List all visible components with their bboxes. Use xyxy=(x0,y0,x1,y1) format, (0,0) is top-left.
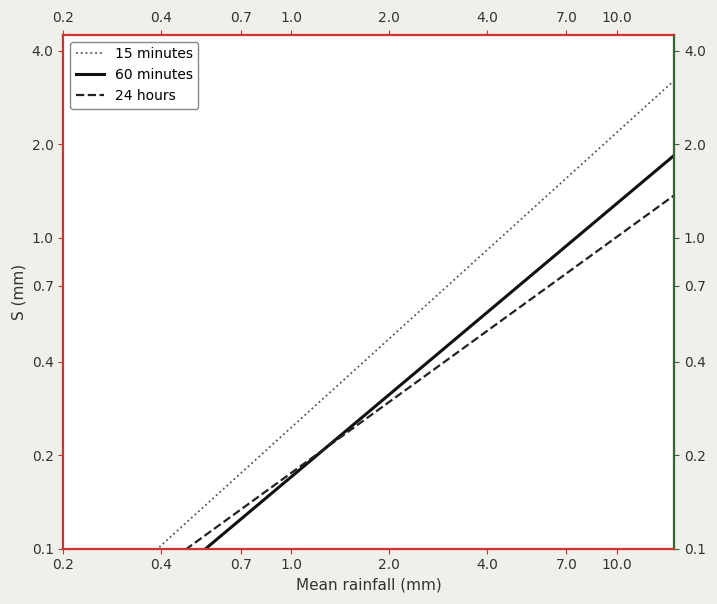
24 hours xyxy=(478,330,487,338)
60 minutes xyxy=(328,439,337,446)
60 minutes xyxy=(306,457,315,464)
15 minutes xyxy=(546,189,555,196)
24 hours xyxy=(536,289,544,297)
Legend: 15 minutes, 60 minutes, 24 hours: 15 minutes, 60 minutes, 24 hours xyxy=(70,42,199,109)
15 minutes xyxy=(478,250,487,257)
24 hours xyxy=(328,440,337,447)
Line: 24 hours: 24 hours xyxy=(63,195,674,604)
Line: 60 minutes: 60 minutes xyxy=(63,155,674,604)
60 minutes xyxy=(478,312,487,320)
24 hours xyxy=(546,281,555,289)
15 minutes xyxy=(328,387,337,394)
Y-axis label: S (mm): S (mm) xyxy=(11,264,26,320)
15 minutes xyxy=(670,77,678,84)
24 hours xyxy=(306,455,315,463)
24 hours xyxy=(670,191,678,199)
60 minutes xyxy=(670,152,678,159)
15 minutes xyxy=(536,199,544,206)
15 minutes xyxy=(121,574,130,581)
60 minutes xyxy=(546,255,555,263)
24 hours xyxy=(121,590,130,597)
X-axis label: Mean rainfall (mm): Mean rainfall (mm) xyxy=(296,578,442,593)
60 minutes xyxy=(536,265,544,272)
Line: 15 minutes: 15 minutes xyxy=(63,80,674,604)
15 minutes xyxy=(306,406,315,414)
